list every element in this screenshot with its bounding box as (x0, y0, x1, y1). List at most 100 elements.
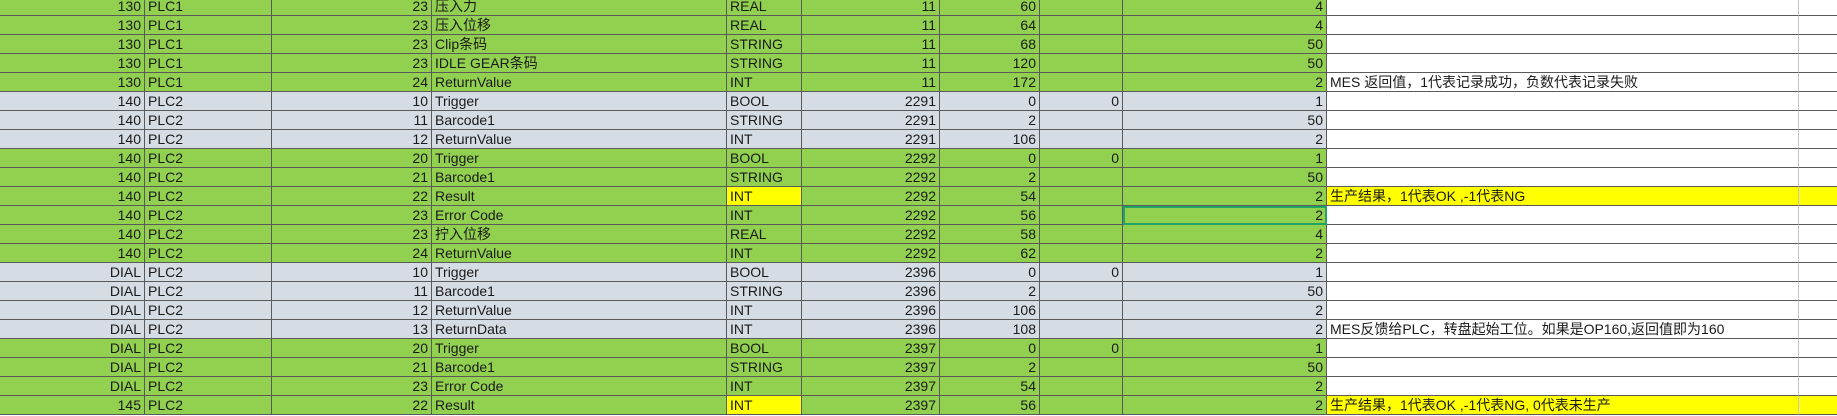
cell-data-type[interactable]: INT (727, 301, 802, 320)
cell-offset[interactable]: 64 (940, 16, 1040, 35)
cell-length[interactable]: 50 (1123, 282, 1327, 301)
cell-note[interactable]: MES反馈给PLC，转盘起始工位。如果是OP160,返回值即为160 (1327, 320, 1799, 339)
cell-bit[interactable] (1040, 244, 1123, 263)
cell-empty[interactable] (1799, 111, 1837, 130)
cell-db-number[interactable]: 11 (802, 16, 940, 35)
cell-note[interactable] (1327, 16, 1799, 35)
cell-db-number[interactable]: 2397 (802, 339, 940, 358)
cell-index[interactable]: 11 (272, 282, 432, 301)
cell-length[interactable]: 1 (1123, 339, 1327, 358)
cell-plc[interactable]: PLC2 (145, 149, 272, 168)
cell-db-number[interactable]: 2396 (802, 263, 940, 282)
cell-empty[interactable] (1799, 149, 1837, 168)
cell-db-number[interactable]: 11 (802, 54, 940, 73)
cell-empty[interactable] (1799, 282, 1837, 301)
cell-db-number[interactable]: 2397 (802, 396, 940, 415)
cell-variable-name[interactable]: Result (432, 187, 727, 206)
cell-db-number[interactable]: 2291 (802, 111, 940, 130)
cell-note[interactable] (1327, 0, 1799, 16)
cell-length[interactable]: 50 (1123, 35, 1327, 54)
cell-data-type[interactable]: INT (727, 396, 802, 415)
cell-offset[interactable]: 0 (940, 263, 1040, 282)
cell-bit[interactable] (1040, 16, 1123, 35)
cell-db-number[interactable]: 2396 (802, 282, 940, 301)
cell-plc[interactable]: PLC2 (145, 301, 272, 320)
cell-data-type[interactable]: BOOL (727, 92, 802, 111)
cell-note[interactable] (1327, 301, 1799, 320)
cell-offset[interactable]: 106 (940, 130, 1040, 149)
cell-bit[interactable] (1040, 73, 1123, 92)
cell-index[interactable]: 12 (272, 130, 432, 149)
cell-data-type[interactable]: INT (727, 130, 802, 149)
cell-offset[interactable]: 0 (940, 339, 1040, 358)
cell-station[interactable]: 140 (0, 206, 145, 225)
cell-station[interactable]: 140 (0, 187, 145, 206)
cell-station[interactable]: DIAL (0, 339, 145, 358)
cell-length[interactable]: 50 (1123, 358, 1327, 377)
cell-data-type[interactable]: STRING (727, 54, 802, 73)
cell-length[interactable]: 2 (1123, 244, 1327, 263)
cell-plc[interactable]: PLC2 (145, 320, 272, 339)
cell-index[interactable]: 22 (272, 396, 432, 415)
cell-note[interactable]: 生产结果，1代表OK ,-1代表NG (1327, 187, 1799, 206)
cell-index[interactable]: 21 (272, 168, 432, 187)
cell-db-number[interactable]: 2397 (802, 377, 940, 396)
cell-index[interactable]: 20 (272, 339, 432, 358)
cell-bit[interactable] (1040, 320, 1123, 339)
cell-variable-name[interactable]: ReturnValue (432, 244, 727, 263)
cell-index[interactable]: 23 (272, 0, 432, 16)
cell-variable-name[interactable]: Trigger (432, 149, 727, 168)
cell-note[interactable] (1327, 282, 1799, 301)
cell-note[interactable] (1327, 149, 1799, 168)
cell-station[interactable]: DIAL (0, 301, 145, 320)
cell-plc[interactable]: PLC2 (145, 339, 272, 358)
cell-note[interactable] (1327, 130, 1799, 149)
cell-bit[interactable]: 0 (1040, 92, 1123, 111)
cell-note[interactable] (1327, 111, 1799, 130)
cell-plc[interactable]: PLC2 (145, 92, 272, 111)
cell-bit[interactable] (1040, 130, 1123, 149)
cell-db-number[interactable]: 11 (802, 35, 940, 54)
cell-variable-name[interactable]: Trigger (432, 339, 727, 358)
cell-note[interactable] (1327, 168, 1799, 187)
cell-empty[interactable] (1799, 206, 1837, 225)
cell-variable-name[interactable]: Barcode1 (432, 111, 727, 130)
cell-length[interactable]: 2 (1123, 320, 1327, 339)
cell-data-type[interactable]: REAL (727, 16, 802, 35)
cell-offset[interactable]: 2 (940, 358, 1040, 377)
cell-station[interactable]: 130 (0, 54, 145, 73)
cell-db-number[interactable]: 2292 (802, 244, 940, 263)
cell-empty[interactable] (1799, 396, 1837, 415)
cell-length[interactable]: 50 (1123, 54, 1327, 73)
cell-offset[interactable]: 172 (940, 73, 1040, 92)
cell-variable-name[interactable]: Barcode1 (432, 358, 727, 377)
cell-db-number[interactable]: 2292 (802, 187, 940, 206)
cell-bit[interactable] (1040, 225, 1123, 244)
cell-index[interactable]: 23 (272, 225, 432, 244)
cell-bit[interactable] (1040, 35, 1123, 54)
cell-length[interactable]: 50 (1123, 168, 1327, 187)
cell-bit[interactable] (1040, 206, 1123, 225)
cell-bit[interactable] (1040, 377, 1123, 396)
cell-index[interactable]: 20 (272, 149, 432, 168)
cell-plc[interactable]: PLC2 (145, 358, 272, 377)
cell-length[interactable]: 4 (1123, 16, 1327, 35)
cell-db-number[interactable]: 2292 (802, 225, 940, 244)
cell-index[interactable]: 23 (272, 206, 432, 225)
cell-bit[interactable]: 0 (1040, 339, 1123, 358)
cell-bit[interactable] (1040, 168, 1123, 187)
cell-data-type[interactable]: REAL (727, 225, 802, 244)
cell-empty[interactable] (1799, 377, 1837, 396)
cell-offset[interactable]: 62 (940, 244, 1040, 263)
cell-length[interactable]: 2 (1123, 187, 1327, 206)
cell-plc[interactable]: PLC2 (145, 206, 272, 225)
cell-note[interactable] (1327, 339, 1799, 358)
cell-data-type[interactable]: INT (727, 73, 802, 92)
cell-data-type[interactable]: INT (727, 206, 802, 225)
cell-note[interactable] (1327, 244, 1799, 263)
cell-plc[interactable]: PLC1 (145, 16, 272, 35)
cell-data-type[interactable]: INT (727, 320, 802, 339)
cell-station[interactable]: 140 (0, 130, 145, 149)
cell-index[interactable]: 12 (272, 301, 432, 320)
